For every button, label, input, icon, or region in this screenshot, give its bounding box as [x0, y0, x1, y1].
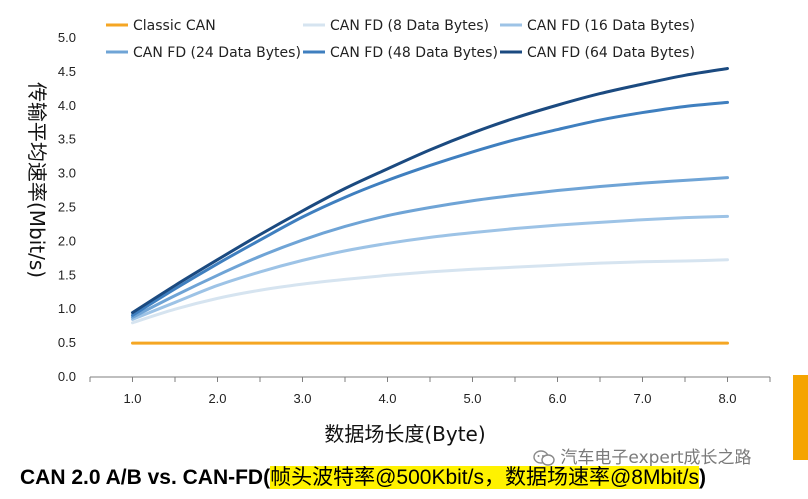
series-line-4	[131, 176, 729, 319]
x-axis: 1.0 2.0 3.0 4.0 5.0 6.0 7.0 8.0	[89, 376, 771, 406]
caption-highlight: 帧头波特率@500Kbit/s，数据场速率@8Mbit/s	[270, 466, 699, 489]
x-tick-label: 7.0	[633, 391, 651, 406]
legend-label: CAN FD (24 Data Bytes)	[133, 45, 301, 61]
caption-open-paren: (	[263, 466, 271, 489]
x-tick-label: 8.0	[718, 391, 736, 406]
side-accent-bar	[793, 375, 808, 460]
caption: CAN 2.0 A/B vs. CAN-FD(帧头波特率@500Kbit/s，数…	[20, 462, 706, 494]
x-tick-label: 4.0	[378, 391, 396, 406]
legend-label: Classic CAN	[133, 18, 216, 34]
x-tick-label: 6.0	[548, 391, 566, 406]
x-axis-title: 数据场长度(Byte)	[324, 422, 485, 446]
x-tick-label: 5.0	[463, 391, 481, 406]
series-line-6	[131, 67, 729, 315]
series-lines	[131, 67, 729, 345]
y-tick-label: 3.5	[58, 132, 76, 147]
y-tick-label: 5.0	[58, 30, 76, 45]
caption-prefix: CAN 2.0 A/B vs. CAN-FD	[20, 466, 264, 489]
y-axis: 0.0 0.5 1.0 1.5 2.0 2.5 3.0 3.5 4.0 4.5 5.0	[58, 30, 76, 384]
wechat-icon	[533, 450, 555, 466]
caption-close-paren: )	[698, 466, 706, 489]
y-tick-label: 0.5	[58, 335, 76, 350]
y-tick-label: 4.5	[58, 64, 76, 79]
x-tick-label: 1.0	[123, 391, 141, 406]
legend: Classic CAN CAN FD (8 Data Bytes) CAN FD (…	[106, 18, 695, 61]
series-line-3	[131, 214, 729, 321]
legend-label: CAN FD (16 Data Bytes)	[527, 18, 695, 34]
y-tick-label: 2.5	[58, 200, 76, 215]
y-tick-label: 4.0	[58, 98, 76, 113]
y-tick-label: 1.5	[58, 267, 76, 282]
y-tick-label: 3.0	[58, 166, 76, 181]
legend-label: CAN FD (8 Data Bytes)	[330, 18, 489, 34]
series-line-2	[131, 258, 729, 325]
y-tick-label: 1.0	[58, 301, 76, 316]
watermark-text: 汽车电子expert成长之路	[560, 448, 752, 468]
y-tick-label: 0.0	[58, 369, 76, 384]
y-tick-label: 2.0	[58, 233, 76, 248]
legend-label: CAN FD (64 Data Bytes)	[527, 45, 695, 61]
y-axis-title: 传输平均速率(Mbit/s)	[25, 82, 49, 278]
series-line-5	[131, 100, 729, 317]
x-tick-label: 3.0	[293, 391, 311, 406]
x-tick-label: 2.0	[208, 391, 226, 406]
legend-label: CAN FD (48 Data Bytes)	[330, 45, 498, 61]
